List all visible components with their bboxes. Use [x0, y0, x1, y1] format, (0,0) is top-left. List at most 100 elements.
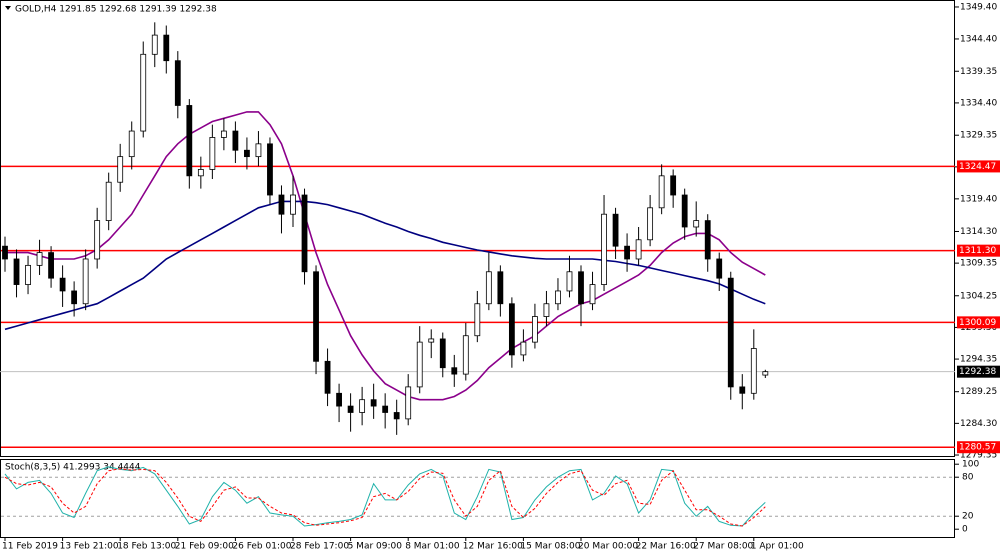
stoch-panel — [0, 459, 955, 538]
level-label-box — [957, 244, 1000, 257]
candle-body — [635, 239, 642, 260]
y-tick-label: 20 — [962, 512, 974, 522]
candle-body — [624, 245, 630, 260]
candle-body — [278, 194, 285, 215]
candle-body — [117, 156, 124, 183]
candle-body — [416, 341, 423, 388]
candle-body — [543, 303, 550, 317]
candle-body — [174, 60, 181, 106]
last-price-box — [957, 365, 1000, 378]
y-tick-label: 1284.30 — [960, 419, 997, 429]
x-tick-label: 21 Feb 09:00 — [175, 542, 234, 552]
candle-body — [382, 405, 389, 413]
moving-average — [5, 111, 766, 401]
x-tick-label: 28 Feb 17:00 — [290, 542, 349, 552]
candle-body — [520, 341, 527, 356]
candle-body — [128, 130, 135, 158]
chart-title: GOLD,H4 1291.85 1292.68 1291.39 1292.38 — [15, 5, 217, 15]
candle-body — [347, 405, 354, 413]
candle-body — [140, 53, 147, 132]
y-tick-label: 1339.35 — [960, 67, 997, 77]
y-tick-label: 1334.40 — [960, 98, 997, 108]
candle-body — [727, 277, 734, 388]
candle-body — [186, 105, 193, 177]
x-tick-label: 22 Mar 16:00 — [636, 542, 696, 552]
candle-body — [255, 143, 262, 158]
level-label: 1324.47 — [959, 162, 996, 172]
level-label-box — [957, 441, 1000, 454]
candle-body — [508, 303, 515, 356]
candle-body — [681, 194, 688, 228]
y-tick-label: 1279.35 — [960, 451, 997, 461]
x-tick-label: 8 Mar 01:00 — [405, 542, 460, 552]
candle-body — [762, 371, 769, 376]
candle-body — [716, 258, 723, 279]
x-tick-label: 26 Feb 01:00 — [232, 542, 291, 552]
candle-body — [439, 338, 446, 369]
candle-body — [82, 258, 89, 305]
x-tick-label: 20 Mar 00:00 — [578, 542, 638, 552]
y-tick-label: 1289.25 — [960, 387, 997, 397]
stoch-line — [4, 468, 766, 527]
candle-body — [451, 367, 458, 375]
candle-body — [370, 399, 377, 407]
candle-body — [209, 137, 216, 170]
candle-body — [750, 348, 757, 394]
candle-body — [163, 34, 170, 62]
y-tick-label: 1349.40 — [960, 2, 997, 12]
candle-body — [290, 194, 296, 215]
candle-body — [474, 303, 481, 337]
candle-body — [647, 207, 654, 241]
y-tick-label: 1309.35 — [960, 259, 997, 269]
y-tick-label: 1344.40 — [960, 34, 997, 44]
candle-body — [462, 335, 469, 375]
x-tick-label: 18 Feb 13:00 — [117, 542, 176, 552]
level-label: 1300.09 — [959, 318, 996, 328]
y-tick-label: 0 — [962, 525, 968, 535]
y-tick-label: 100 — [962, 460, 979, 470]
level-label: 1311.30 — [959, 246, 996, 256]
x-tick-label: 15 Mar 08:00 — [520, 542, 580, 552]
y-tick-label: 1294.35 — [960, 355, 997, 365]
candle-body — [359, 399, 366, 413]
stoch-line — [4, 466, 766, 527]
candle-body — [612, 213, 619, 247]
candle-body — [566, 271, 573, 292]
stoch-title: Stoch(8,3,5) 41.2993 34.4444 — [5, 463, 141, 473]
candle-body — [232, 130, 239, 151]
candle-body — [105, 181, 112, 222]
candle-body — [71, 290, 78, 305]
candle-body — [36, 252, 43, 266]
candle-body — [532, 316, 538, 343]
candle-body — [658, 175, 665, 209]
candle-body — [2, 245, 8, 260]
candle-body — [393, 412, 400, 420]
candle-body — [485, 271, 492, 305]
candle-body — [405, 386, 412, 420]
moving-average — [4, 200, 766, 331]
candle-body — [25, 264, 31, 285]
candle-body — [578, 271, 584, 305]
candle-body — [428, 338, 435, 343]
x-tick-label: 12 Mar 16:00 — [463, 542, 523, 552]
candle-body — [59, 277, 66, 292]
candle-body — [13, 258, 20, 285]
y-tick-label: 1329.35 — [960, 131, 997, 141]
candle-body — [704, 220, 711, 260]
y-tick-label: 1319.40 — [960, 194, 997, 204]
x-tick-label: 13 Feb 21:00 — [60, 542, 119, 552]
x-tick-label: 11 Feb 2019 — [2, 542, 58, 552]
candle-body — [693, 220, 700, 228]
candle-body — [267, 143, 273, 196]
candle-body — [94, 220, 101, 260]
last-price-label: 1292.38 — [959, 367, 996, 377]
candle-body — [48, 252, 54, 279]
candle-body — [244, 149, 250, 158]
candle-body — [555, 290, 561, 305]
candle-body — [589, 284, 596, 305]
level-label-box — [957, 316, 1000, 329]
level-label: 1280.57 — [959, 443, 996, 453]
menu-triangle[interactable] — [5, 6, 11, 10]
